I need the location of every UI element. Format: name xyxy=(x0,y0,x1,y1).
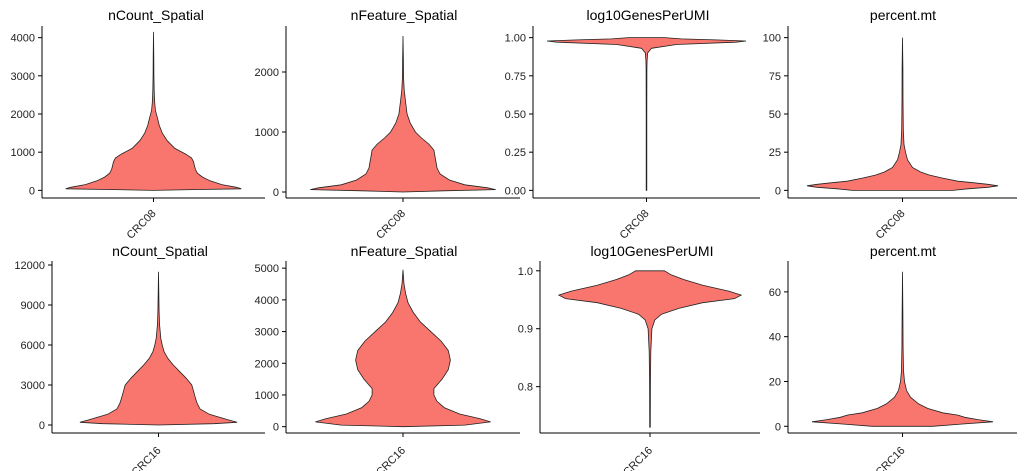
y-tick-label: 0.75 xyxy=(505,71,526,83)
y-tick-label: 0 xyxy=(39,420,45,432)
y-tick-label: 0.50 xyxy=(505,109,526,121)
x-tick-label: CRC08 xyxy=(874,208,908,242)
violin-panel-4: percent.mt 0 25 50 75 100 CRC08 xyxy=(763,7,1017,242)
y-tick-label: 4000 xyxy=(255,295,279,307)
y-tick-label: 2000 xyxy=(255,67,279,79)
y-tick-label: 20 xyxy=(769,376,781,388)
violin-shape xyxy=(806,37,999,191)
y-tick-label: 0 xyxy=(273,422,279,434)
x-tick-label: CRC16 xyxy=(621,445,655,471)
y-tick-label: 1.0 xyxy=(518,266,533,278)
y-tick-label: 1000 xyxy=(11,147,35,159)
violin-shape xyxy=(79,271,238,426)
y-tick-label: 5000 xyxy=(255,263,279,275)
violin-panel-2: nFeature_Spatial 0 1000 2000 CRC08 xyxy=(255,7,520,242)
y-tick-label: 12000 xyxy=(14,260,45,272)
violin-shape xyxy=(546,37,747,191)
y-tick-label: 3000 xyxy=(11,71,35,83)
y-tick-label: 2000 xyxy=(255,358,279,370)
y-tick-label: 0.00 xyxy=(505,185,526,197)
y-tick-label: 50 xyxy=(769,109,781,121)
x-tick-label: CRC16 xyxy=(130,445,164,471)
violin-panel-7: log10GenesPerUMI 0.8 0.9 1.0 CRC16 xyxy=(518,243,760,471)
y-tick-label: 0 xyxy=(29,185,35,197)
violin-shape xyxy=(557,270,743,428)
y-tick-label: 3000 xyxy=(255,327,279,339)
panel-title: log10GenesPerUMI xyxy=(591,243,714,259)
panel-title: nCount_Spatial xyxy=(108,7,204,23)
violin-shape xyxy=(315,269,491,428)
y-tick-label: 3000 xyxy=(21,380,45,392)
y-tick-label: 0 xyxy=(273,187,279,199)
panel-title: percent.mt xyxy=(870,7,936,23)
violin-shape xyxy=(310,35,496,193)
y-tick-label: 25 xyxy=(769,147,781,159)
panel-title: nFeature_Spatial xyxy=(351,243,458,259)
panel-title: nCount_Spatial xyxy=(112,243,208,259)
y-tick-label: 0.9 xyxy=(518,324,533,336)
violin-panel-1: nCount_Spatial 0 1000 2000 3000 4000 CRC08 xyxy=(11,7,265,242)
x-tick-label: CRC16 xyxy=(374,445,408,471)
violin-shape xyxy=(811,271,994,427)
violin-panel-8: percent.mt 0 20 40 60 CRC16 xyxy=(769,243,1017,471)
panel-title: log10GenesPerUMI xyxy=(587,7,710,23)
x-tick-label: CRC08 xyxy=(374,208,408,242)
y-tick-label: 40 xyxy=(769,332,781,344)
y-tick-label: 2000 xyxy=(11,109,35,121)
violin-panel-3: log10GenesPerUMI 0.00 0.25 0.50 0.75 1.00 CRC0… xyxy=(505,7,760,242)
y-tick-label: 0.25 xyxy=(505,147,526,159)
y-tick-label: 75 xyxy=(769,71,781,83)
y-tick-label: 100 xyxy=(763,33,781,45)
violin-shape xyxy=(65,31,242,191)
violin-panel-5: nCount_Spatial 0 3000 6000 9000 12000 CRC16 xyxy=(14,243,265,471)
y-tick-label: 1000 xyxy=(255,390,279,402)
x-tick-label: CRC08 xyxy=(618,208,652,242)
y-tick-label: 9000 xyxy=(21,300,45,312)
panel-title: percent.mt xyxy=(870,243,936,259)
y-tick-label: 0 xyxy=(775,185,781,197)
y-tick-label: 0 xyxy=(775,421,781,433)
y-tick-label: 0.8 xyxy=(518,382,533,394)
y-tick-label: 4000 xyxy=(11,33,35,45)
y-tick-label: 60 xyxy=(769,287,781,299)
violin-panel-6: nFeature_Spatial 0 1000 2000 3000 4000 5000 CRC… xyxy=(255,243,520,471)
x-tick-label: CRC08 xyxy=(125,208,159,242)
panel-title: nFeature_Spatial xyxy=(351,7,458,23)
y-tick-label: 1000 xyxy=(255,127,279,139)
y-tick-label: 1.00 xyxy=(505,33,526,45)
x-tick-label: CRC16 xyxy=(874,445,908,471)
y-tick-label: 6000 xyxy=(21,340,45,352)
